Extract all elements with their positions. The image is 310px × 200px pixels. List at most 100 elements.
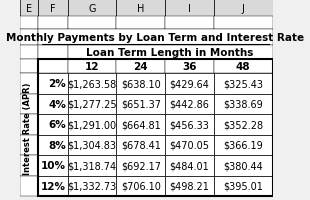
Text: $1,263.58: $1,263.58 <box>67 79 117 89</box>
Bar <box>214 0 272 17</box>
Text: Interest Rate (APR): Interest Rate (APR) <box>23 82 32 174</box>
Bar <box>38 176 68 196</box>
Bar <box>68 94 116 114</box>
Bar <box>68 0 116 17</box>
Bar <box>165 74 214 94</box>
Bar <box>165 94 214 114</box>
Text: $352.28: $352.28 <box>223 120 263 130</box>
Bar <box>38 155 68 176</box>
Bar <box>165 155 214 176</box>
Bar <box>20 74 38 94</box>
Bar <box>38 114 68 135</box>
Bar <box>68 74 116 94</box>
Text: $1,318.74: $1,318.74 <box>67 160 117 170</box>
Bar <box>165 176 214 196</box>
Text: $664.81: $664.81 <box>121 120 161 130</box>
Text: Loan Term Length in Months: Loan Term Length in Months <box>86 48 254 58</box>
Text: J: J <box>242 3 245 13</box>
Bar <box>214 114 272 135</box>
Bar <box>165 114 214 135</box>
Bar <box>116 176 165 196</box>
Bar <box>116 0 165 17</box>
Bar <box>165 135 214 155</box>
Bar <box>20 94 38 114</box>
Text: $442.86: $442.86 <box>170 99 210 109</box>
Bar <box>20 46 38 60</box>
Bar <box>214 155 272 176</box>
Bar <box>38 17 68 30</box>
Bar <box>38 94 68 114</box>
Text: 2%: 2% <box>48 79 66 89</box>
Bar <box>214 74 272 94</box>
Text: $325.43: $325.43 <box>223 79 263 89</box>
Bar <box>214 60 272 74</box>
Bar <box>68 17 116 30</box>
Text: F: F <box>50 3 56 13</box>
Text: $692.17: $692.17 <box>121 160 161 170</box>
Text: 8%: 8% <box>48 140 66 150</box>
Text: G: G <box>88 3 96 13</box>
Bar <box>20 114 38 135</box>
Text: $429.64: $429.64 <box>170 79 210 89</box>
Bar <box>68 135 116 155</box>
Text: 24: 24 <box>134 62 148 72</box>
Bar <box>38 30 272 46</box>
Text: 10%: 10% <box>41 160 66 170</box>
Text: 48: 48 <box>236 62 250 72</box>
Bar <box>20 135 38 155</box>
Text: $651.37: $651.37 <box>121 99 161 109</box>
Text: 12: 12 <box>85 62 99 72</box>
Text: $1,277.25: $1,277.25 <box>67 99 117 109</box>
Bar <box>68 60 116 74</box>
Bar <box>116 135 165 155</box>
Bar <box>38 46 68 60</box>
Text: $1,291.00: $1,291.00 <box>67 120 117 130</box>
Text: $366.19: $366.19 <box>224 140 263 150</box>
Text: $380.44: $380.44 <box>224 160 263 170</box>
Bar <box>20 60 38 74</box>
Bar <box>165 60 214 74</box>
Text: $456.33: $456.33 <box>170 120 210 130</box>
Bar <box>68 46 272 60</box>
Bar <box>214 176 272 196</box>
Text: 12%: 12% <box>41 181 66 191</box>
Bar <box>165 17 214 30</box>
Bar <box>20 155 38 176</box>
Bar <box>38 60 272 196</box>
Text: $706.10: $706.10 <box>121 181 161 191</box>
Bar <box>20 30 38 46</box>
Text: E: E <box>26 3 33 13</box>
Bar <box>116 74 165 94</box>
Bar <box>38 0 68 17</box>
Bar <box>116 60 165 74</box>
Bar <box>38 60 68 74</box>
Text: 6%: 6% <box>48 120 66 130</box>
Text: $1,332.73: $1,332.73 <box>67 181 117 191</box>
Text: $638.10: $638.10 <box>121 79 161 89</box>
Text: $678.41: $678.41 <box>121 140 161 150</box>
Bar <box>116 17 165 30</box>
Bar <box>214 94 272 114</box>
Text: 4%: 4% <box>48 99 66 109</box>
Text: $1,304.83: $1,304.83 <box>68 140 117 150</box>
Text: $484.01: $484.01 <box>170 160 210 170</box>
Text: H: H <box>137 3 144 13</box>
Bar <box>20 176 38 196</box>
Bar <box>214 135 272 155</box>
Bar <box>116 114 165 135</box>
Bar <box>68 155 116 176</box>
Bar <box>116 155 165 176</box>
Text: Monthly Payments by Loan Term and Interest Rate: Monthly Payments by Loan Term and Intere… <box>7 33 304 43</box>
Bar <box>38 74 68 94</box>
Bar <box>20 0 38 17</box>
Bar <box>68 176 116 196</box>
Text: I: I <box>188 3 191 13</box>
Bar <box>20 17 38 30</box>
Bar <box>68 114 116 135</box>
Text: $498.21: $498.21 <box>170 181 210 191</box>
Text: 36: 36 <box>182 62 197 72</box>
Text: $395.01: $395.01 <box>223 181 263 191</box>
Bar <box>38 135 68 155</box>
Text: $338.69: $338.69 <box>224 99 263 109</box>
Text: $470.05: $470.05 <box>170 140 210 150</box>
